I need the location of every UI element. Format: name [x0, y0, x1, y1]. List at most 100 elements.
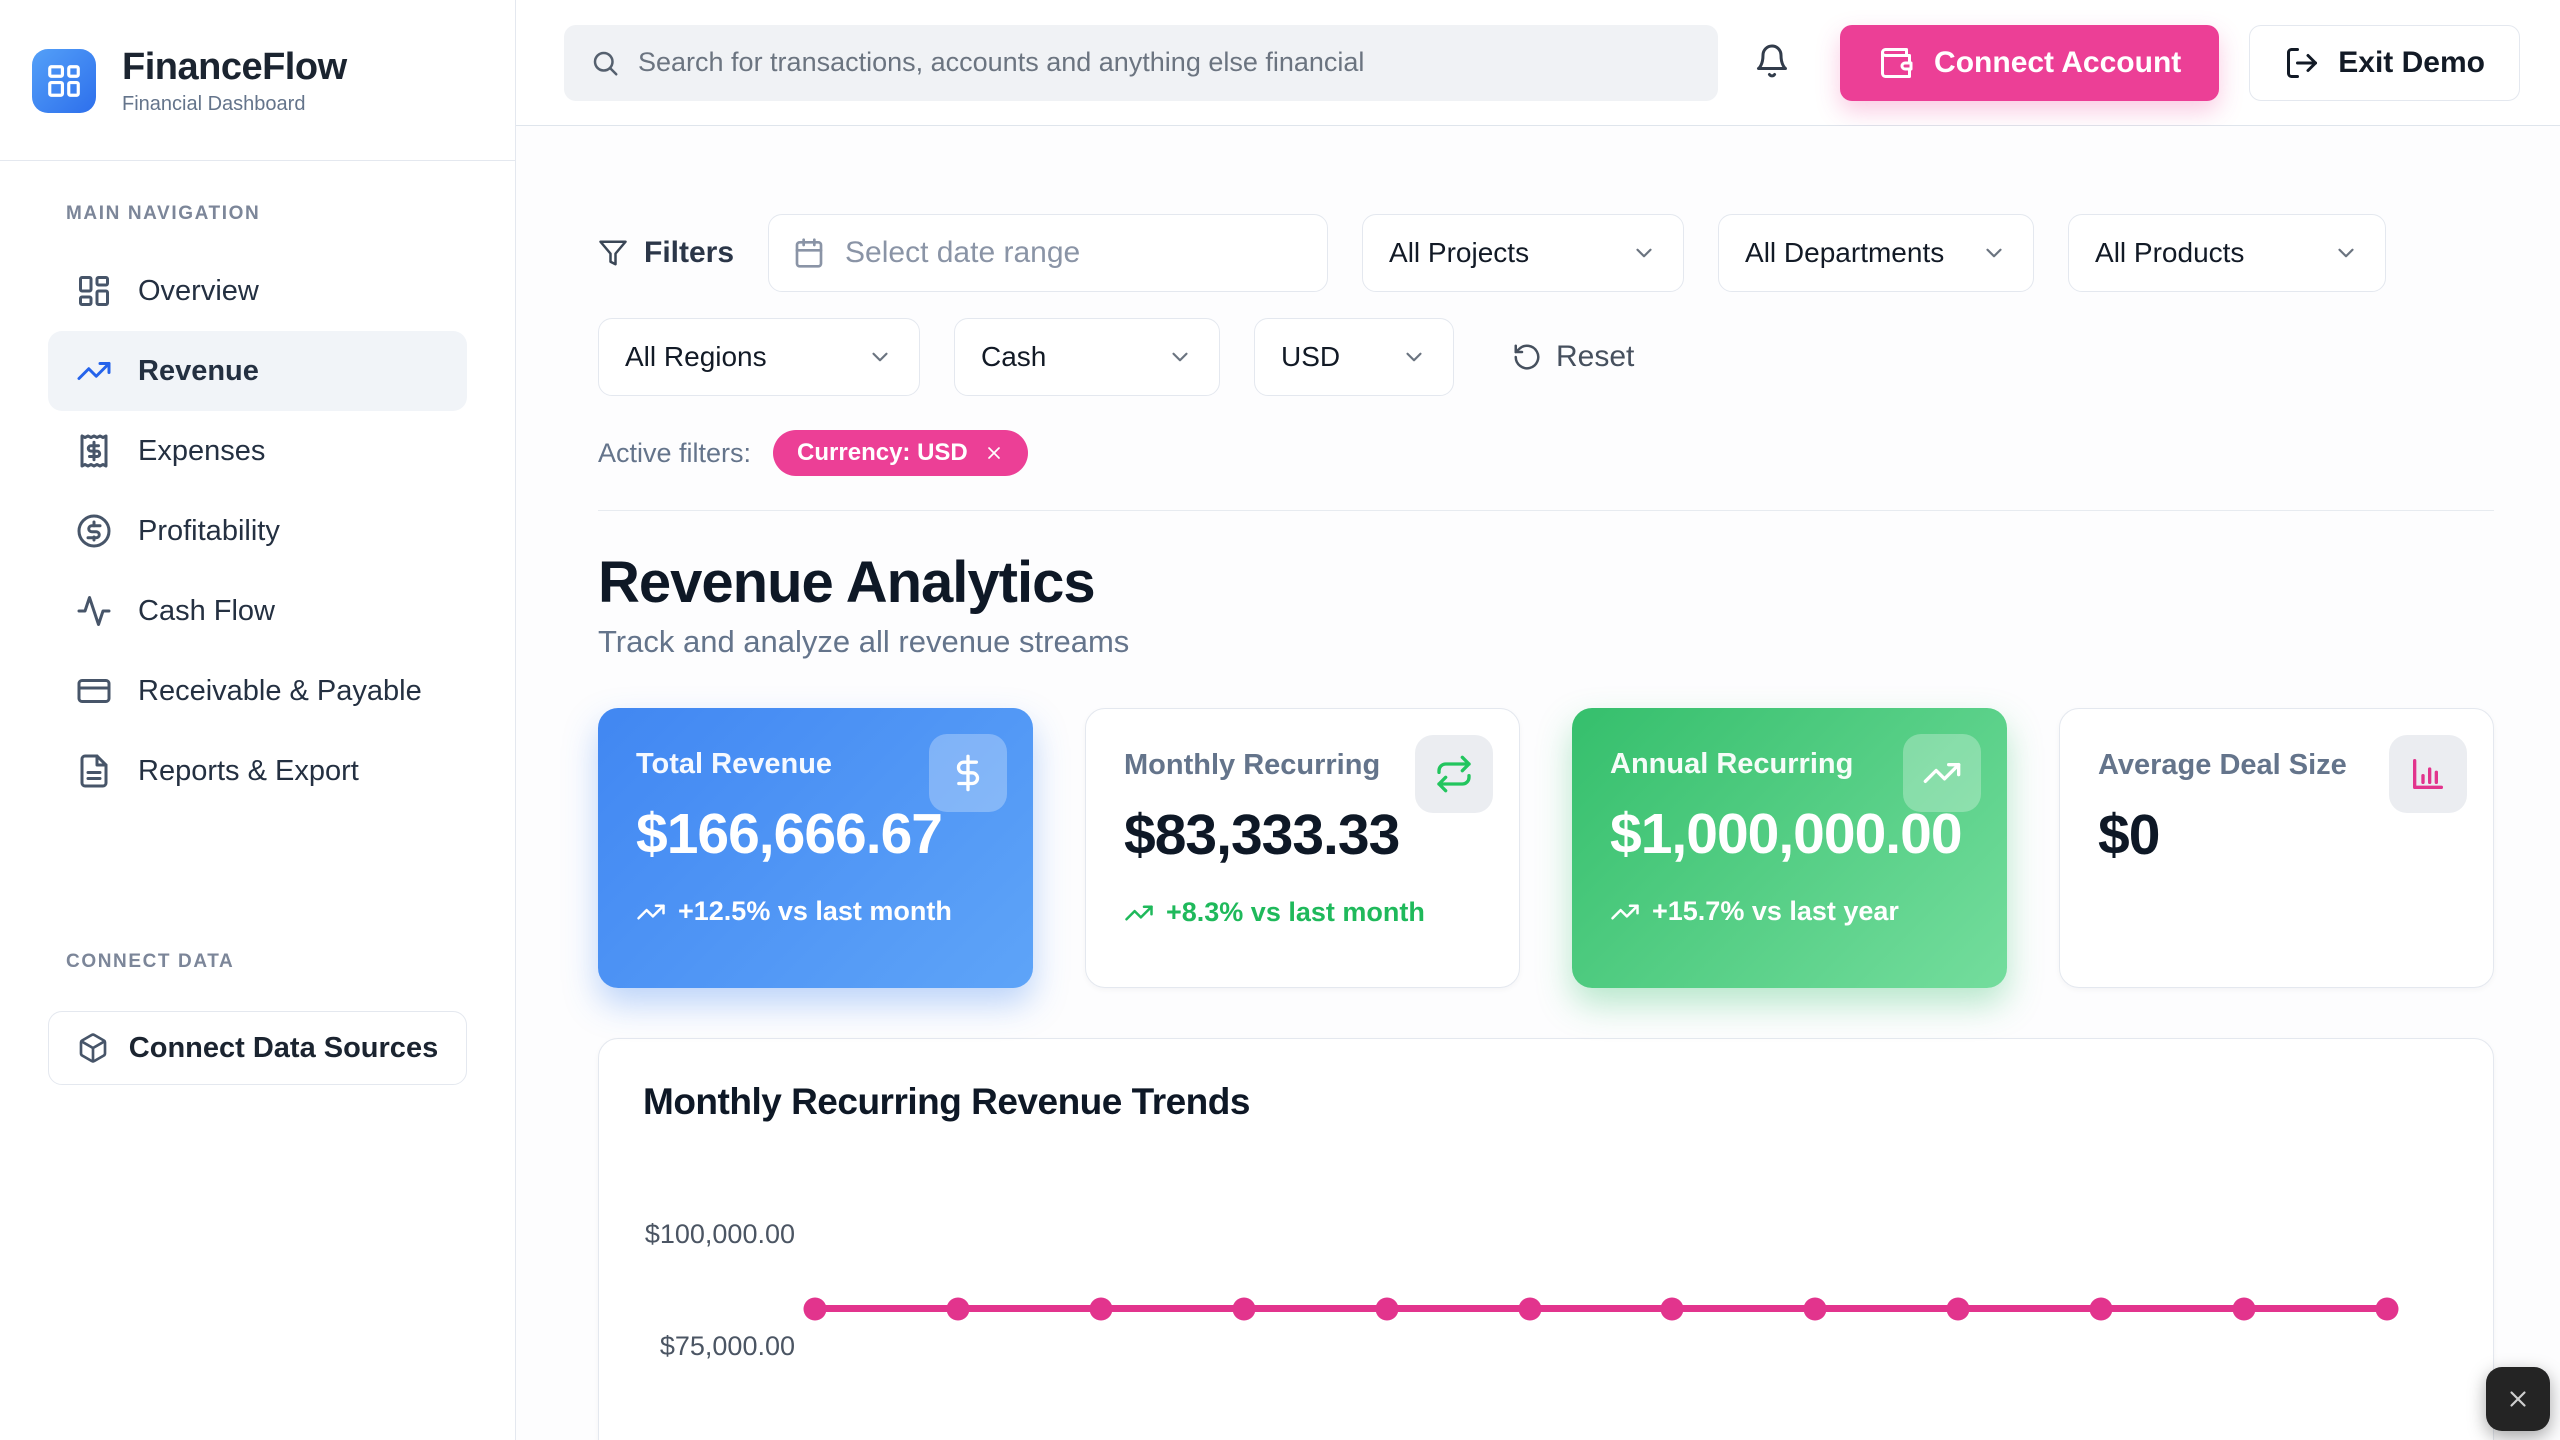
overlay-close-button[interactable]	[2486, 1367, 2550, 1431]
metric-label: Total Revenue	[636, 748, 833, 780]
trending-up-icon	[76, 353, 112, 389]
rotate-ccw-icon	[1512, 342, 1542, 372]
grid-icon	[76, 273, 112, 309]
logo-text: FinanceFlow Financial Dashboard	[122, 46, 347, 116]
currency-select[interactable]: USD	[1254, 318, 1454, 396]
data-point[interactable]	[1089, 1297, 1113, 1321]
data-point[interactable]	[1803, 1297, 1827, 1321]
metric-card-monthly-recurring: Monthly Recurring $83,333.33 +8.3% vs la…	[1085, 708, 1520, 988]
connect-data-sources-label: Connect Data Sources	[128, 1031, 439, 1064]
products-select-value: All Products	[2095, 237, 2245, 268]
active-filter-chip[interactable]: Currency: USD	[773, 430, 1028, 476]
reset-filters-button[interactable]: Reset	[1512, 340, 1634, 374]
search-input[interactable]	[638, 47, 1693, 78]
dollar-circle-icon	[76, 513, 112, 549]
sidebar-nav: Overview Revenue Expenses Profitability …	[0, 251, 515, 811]
filters-row-2: All Regions Cash USD Reset	[598, 318, 2494, 396]
reset-label: Reset	[1556, 340, 1635, 373]
plot-area	[803, 1179, 2399, 1440]
main-column: Connect Account Exit Demo Filters	[516, 0, 2560, 1440]
data-point[interactable]	[1946, 1297, 1970, 1321]
metric-cards: Total Revenue $166,666.67 +12.5% vs last…	[598, 708, 2494, 988]
sidebar-item-expenses[interactable]: Expenses	[48, 411, 467, 491]
page-subtitle: Track and analyze all revenue streams	[598, 624, 1130, 659]
metric-value: $83,333.33	[1124, 803, 1400, 867]
regions-select-value: All Regions	[625, 341, 767, 372]
sidebar-item-label: Receivable & Payable	[138, 674, 422, 707]
basis-select[interactable]: Cash	[954, 318, 1220, 396]
departments-select-value: All Departments	[1745, 237, 1945, 268]
sidebar-item-label: Profitability	[138, 514, 280, 547]
data-point[interactable]	[946, 1297, 970, 1321]
dashboard-grid-icon	[32, 49, 96, 113]
active-filters-label: Active filters:	[598, 437, 752, 468]
y-axis-tick: $75,000.00	[659, 1331, 795, 1361]
data-point[interactable]	[1518, 1297, 1542, 1321]
data-point[interactable]	[2089, 1297, 2113, 1321]
metric-value: $0	[2098, 803, 2160, 867]
data-point[interactable]	[1660, 1297, 1684, 1321]
trend-line	[815, 1305, 2387, 1313]
data-point[interactable]	[803, 1297, 827, 1321]
repeat-icon	[1415, 735, 1493, 813]
metric-label: Annual Recurring	[1610, 748, 1854, 780]
exit-demo-label: Exit Demo	[2338, 45, 2485, 79]
basis-select-value: Cash	[981, 341, 1047, 372]
cube-icon	[77, 1032, 109, 1064]
dollar-icon	[929, 734, 1007, 812]
active-filters-row: Active filters: Currency: USD	[598, 430, 2494, 476]
products-select[interactable]: All Products	[2068, 214, 2387, 292]
sidebar-item-label: Revenue	[138, 354, 259, 387]
receipt-icon	[76, 433, 112, 469]
chart-title: Monthly Recurring Revenue Trends	[643, 1081, 1250, 1122]
data-point[interactable]	[2232, 1297, 2256, 1321]
metric-delta: +15.7% vs last year	[1610, 895, 1969, 929]
departments-select[interactable]: All Departments	[1718, 214, 2035, 292]
data-point[interactable]	[2375, 1297, 2399, 1321]
app-tagline: Financial Dashboard	[122, 93, 306, 115]
chevron-down-icon	[1401, 344, 1427, 370]
exit-demo-button[interactable]: Exit Demo	[2249, 24, 2520, 101]
sidebar-item-overview[interactable]: Overview	[48, 251, 467, 331]
sidebar-item-reports-export[interactable]: Reports & Export	[48, 731, 467, 811]
bell-icon	[1754, 43, 1790, 79]
chip-label: Currency: USD	[797, 439, 968, 466]
regions-select[interactable]: All Regions	[598, 318, 920, 396]
wallet-icon	[1878, 45, 1914, 81]
sidebar-item-revenue[interactable]: Revenue	[48, 331, 467, 411]
connect-account-button[interactable]: Connect Account	[1840, 24, 2220, 101]
notifications-button[interactable]	[1748, 37, 1796, 88]
top-bar: Connect Account Exit Demo	[516, 0, 2560, 126]
trending-up-icon	[636, 897, 666, 927]
date-range-input[interactable]	[768, 214, 1329, 292]
sidebar-item-cash-flow[interactable]: Cash Flow	[48, 571, 467, 651]
connect-data-sources-button[interactable]: Connect Data Sources	[48, 1011, 467, 1085]
sidebar-item-receivable-payable[interactable]: Receivable & Payable	[48, 651, 467, 731]
chevron-down-icon	[2333, 240, 2359, 266]
filters-section: Filters All Projects All Departments All…	[598, 126, 2494, 511]
data-point[interactable]	[1232, 1297, 1256, 1321]
sidebar-item-label: Reports & Export	[138, 754, 359, 787]
projects-select[interactable]: All Projects	[1362, 214, 1685, 292]
search-bar[interactable]	[564, 24, 1719, 101]
mrr-line-chart: $100,000.00 $75,000.00	[643, 1179, 2449, 1440]
filters-row-1: Filters All Projects All Departments All…	[598, 214, 2494, 292]
date-range-field[interactable]	[845, 236, 1304, 270]
filter-dropdowns-row1: All Projects All Departments All Product…	[1362, 214, 2387, 292]
metric-card-average-deal-size: Average Deal Size $0	[2059, 708, 2494, 988]
log-out-icon	[2284, 45, 2320, 81]
close-icon[interactable]	[984, 443, 1004, 463]
page-head: Revenue Analytics Track and analyze all …	[598, 549, 2494, 660]
sidebar-item-profitability[interactable]: Profitability	[48, 491, 467, 571]
metric-value: $1,000,000.00	[1610, 802, 1963, 866]
sidebar: FinanceFlow Financial Dashboard MAIN NAV…	[0, 0, 516, 1440]
trending-up-icon	[1903, 734, 1981, 812]
close-icon	[2505, 1386, 2531, 1412]
bar-chart-icon	[2389, 735, 2467, 813]
metric-card-total-revenue: Total Revenue $166,666.67 +12.5% vs last…	[598, 708, 1033, 988]
main-content: Filters All Projects All Departments All…	[516, 126, 2560, 1440]
metric-label: Average Deal Size	[2098, 749, 2347, 781]
metric-value: $166,666.67	[636, 802, 943, 866]
activity-icon	[76, 593, 112, 629]
data-point[interactable]	[1375, 1297, 1399, 1321]
